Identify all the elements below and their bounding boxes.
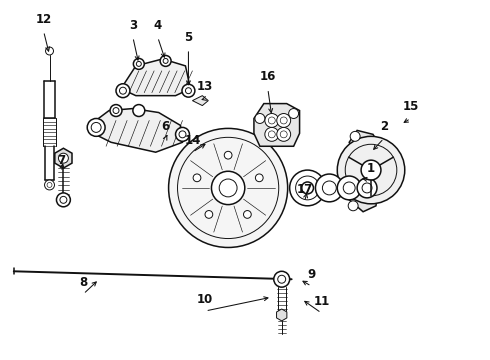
Circle shape (322, 181, 336, 195)
Circle shape (274, 271, 290, 287)
Circle shape (179, 131, 186, 138)
Circle shape (265, 127, 279, 141)
Circle shape (136, 62, 141, 66)
Circle shape (343, 182, 355, 194)
Circle shape (120, 87, 126, 94)
Circle shape (277, 113, 291, 127)
Circle shape (133, 58, 144, 69)
Polygon shape (121, 59, 191, 96)
Circle shape (269, 131, 275, 138)
Text: 5: 5 (184, 31, 193, 44)
Polygon shape (193, 96, 208, 105)
Circle shape (295, 176, 319, 200)
Polygon shape (254, 104, 299, 146)
Circle shape (163, 58, 168, 63)
Text: 14: 14 (184, 134, 200, 147)
Circle shape (193, 174, 201, 182)
Circle shape (47, 183, 52, 188)
Text: 8: 8 (79, 276, 87, 289)
Circle shape (46, 47, 53, 55)
Text: 9: 9 (307, 268, 316, 281)
Text: 4: 4 (153, 19, 162, 32)
Circle shape (58, 153, 69, 163)
Circle shape (113, 108, 119, 113)
Text: 10: 10 (197, 293, 214, 306)
Polygon shape (91, 109, 182, 152)
Polygon shape (55, 148, 72, 168)
Text: 16: 16 (260, 70, 276, 83)
Text: 1: 1 (367, 162, 375, 175)
Circle shape (56, 193, 71, 207)
Circle shape (289, 109, 298, 118)
Circle shape (361, 160, 381, 180)
Circle shape (60, 196, 67, 203)
Circle shape (160, 55, 171, 66)
Text: 7: 7 (57, 154, 66, 167)
Circle shape (133, 105, 145, 117)
Circle shape (255, 113, 265, 123)
Circle shape (269, 117, 275, 124)
Circle shape (337, 136, 405, 204)
Circle shape (205, 211, 213, 218)
Circle shape (244, 211, 251, 218)
Circle shape (290, 170, 325, 206)
Circle shape (348, 201, 358, 211)
Circle shape (265, 113, 279, 127)
Polygon shape (276, 309, 287, 321)
Circle shape (91, 122, 101, 132)
Circle shape (182, 84, 195, 97)
Circle shape (357, 178, 377, 198)
Polygon shape (349, 178, 379, 212)
Circle shape (280, 131, 287, 138)
Polygon shape (349, 130, 381, 164)
Circle shape (277, 127, 291, 141)
Text: 6: 6 (162, 120, 170, 133)
Text: 2: 2 (380, 120, 388, 133)
Circle shape (280, 117, 287, 124)
Circle shape (255, 174, 263, 182)
Circle shape (110, 105, 122, 117)
Circle shape (116, 84, 130, 98)
Circle shape (175, 127, 190, 141)
Circle shape (212, 171, 245, 204)
Text: 11: 11 (313, 294, 330, 307)
Circle shape (169, 129, 288, 247)
Circle shape (362, 183, 372, 193)
Text: 15: 15 (402, 100, 419, 113)
Text: 12: 12 (35, 13, 51, 26)
Circle shape (345, 144, 397, 196)
Circle shape (316, 174, 343, 202)
Circle shape (224, 151, 232, 159)
Text: 17: 17 (296, 183, 313, 196)
Circle shape (350, 131, 360, 141)
Circle shape (177, 137, 279, 239)
Circle shape (219, 179, 237, 197)
Circle shape (185, 88, 192, 94)
Circle shape (301, 182, 314, 194)
Text: 3: 3 (129, 19, 137, 32)
Circle shape (87, 118, 105, 136)
Text: 13: 13 (197, 80, 214, 93)
Circle shape (278, 275, 286, 283)
Circle shape (45, 180, 54, 190)
Circle shape (337, 176, 361, 200)
